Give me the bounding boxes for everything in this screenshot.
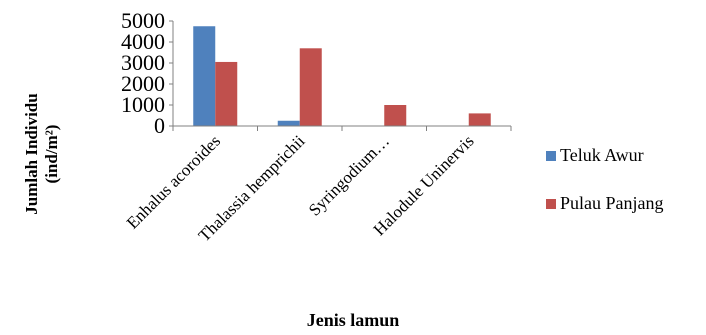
bar-teluk-awur-1	[277, 120, 300, 126]
bars-group	[193, 26, 491, 127]
legend-label-pulau-panjang: Pulau Panjang	[560, 193, 664, 213]
legend-swatch-teluk-awur	[546, 150, 556, 161]
bar-pulau-panjang-0	[215, 61, 238, 127]
x-axis-title: Jenis lamun	[306, 310, 400, 330]
y-tick-label: 1000	[121, 92, 165, 117]
x-tick-label: Syringodium…	[305, 131, 393, 219]
legend-label-teluk-awur: Teluk Awur	[560, 145, 644, 165]
bar-pulau-panjang-2	[384, 105, 407, 126]
y-axis-title-line2: (ind/m²)	[42, 124, 61, 184]
legend-item-teluk-awur: Teluk Awur	[546, 145, 644, 166]
y-tick-label: 2000	[121, 71, 165, 96]
bar-teluk-awur-0	[193, 26, 216, 126]
legend-item-pulau-panjang: Pulau Panjang	[546, 193, 664, 214]
y-tick-label: 5000	[121, 8, 165, 33]
y-tick-label: 3000	[121, 50, 165, 75]
legend-swatch-pulau-panjang	[546, 198, 556, 209]
y-axis-title: Jumlah Individu (ind/m²)	[14, 44, 70, 264]
y-tick-label: 0	[154, 113, 165, 138]
bar-pulau-panjang-3	[468, 113, 491, 126]
bar-pulau-panjang-1	[299, 48, 322, 126]
y-tick-label: 4000	[121, 29, 165, 54]
y-axis-title-line1: Jumlah Individu	[22, 93, 41, 215]
